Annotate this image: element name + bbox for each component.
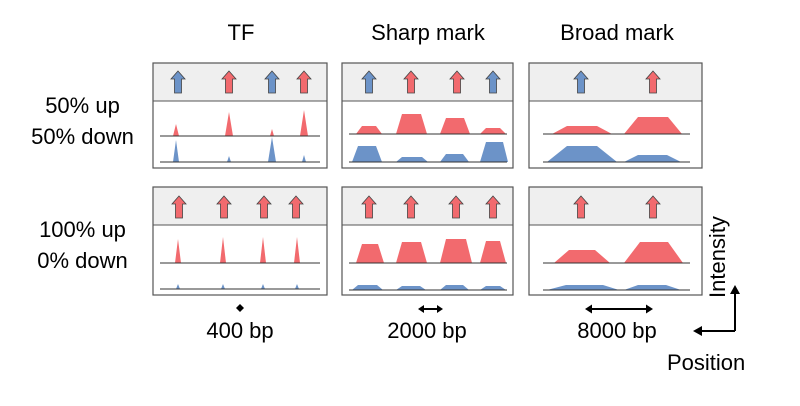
row-label-1-line2: 50% down (31, 124, 134, 149)
panel-tf-row2 (152, 186, 328, 296)
scale-label-sharp: 2000 bp (387, 318, 467, 343)
column-header-tf: TF (227, 20, 255, 45)
row-label-2-line2: 0% down (37, 248, 128, 273)
row-label-1: 50% up 50% down (0, 90, 165, 152)
panel-broad-row2 (528, 186, 703, 296)
row-label-2-line1: 100% up (39, 217, 126, 242)
row-label-1-line1: 50% up (45, 93, 120, 118)
column-header-sharp-mark: Sharp mark (371, 20, 485, 45)
panel-broad-row1 (528, 62, 703, 169)
row-label-2: 100% up 0% down (0, 214, 165, 276)
panel-tf-row1 (152, 62, 328, 169)
axis-label-position: Position (667, 350, 746, 375)
scale-bar-broad (585, 304, 653, 314)
panel-sharp-row1 (341, 62, 514, 169)
axes-indicator (693, 285, 740, 336)
scale-label-broad: 8000 bp (577, 318, 657, 343)
scale-bar-tf (236, 304, 244, 312)
panel-sharp-row2 (341, 186, 514, 296)
scale-label-tf: 400 bp (206, 318, 274, 343)
scale-bar-sharp (418, 305, 443, 313)
column-header-broad-mark: Broad mark (560, 20, 674, 45)
